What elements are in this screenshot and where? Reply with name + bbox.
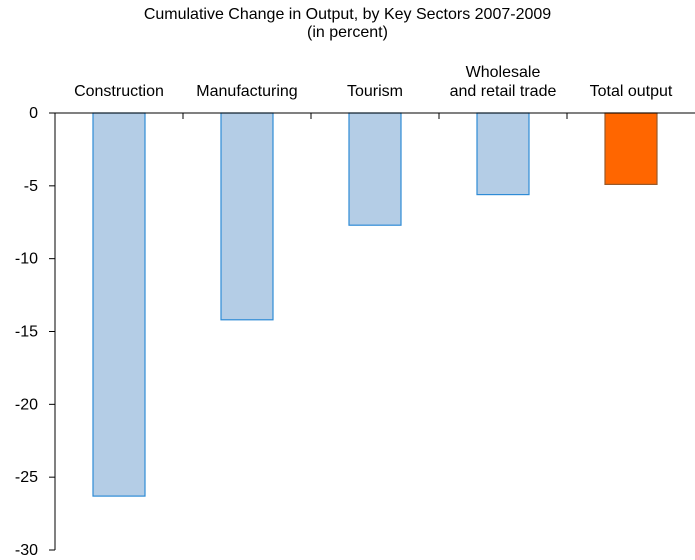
chart-title: Cumulative Change in Output, by Key Sect… xyxy=(143,6,552,23)
y-tick-label: -25 xyxy=(15,469,38,486)
y-tick-label: -15 xyxy=(15,324,38,341)
bar xyxy=(476,112,530,196)
x-tick-label: Construction xyxy=(74,83,164,100)
bar xyxy=(220,112,274,321)
x-tick-label: Wholesale xyxy=(466,64,541,81)
chart-title-block: Cumulative Change in Output, by Key Sect… xyxy=(0,6,695,42)
y-tick-label: -20 xyxy=(15,396,38,413)
bar xyxy=(92,112,146,497)
bar xyxy=(604,112,658,186)
x-tick-label: Total output xyxy=(590,83,673,100)
y-tick-label: 0 xyxy=(29,105,38,122)
x-tick-label: Tourism xyxy=(347,83,403,100)
x-tick-label: Manufacturing xyxy=(196,83,297,100)
x-tick-label: and retail trade xyxy=(450,83,557,100)
chart-subtitle: (in percent) xyxy=(307,24,388,41)
y-tick-label: -5 xyxy=(24,178,38,195)
bar xyxy=(348,112,402,226)
y-tick-label: -30 xyxy=(15,542,38,559)
y-tick-label: -10 xyxy=(15,251,38,268)
